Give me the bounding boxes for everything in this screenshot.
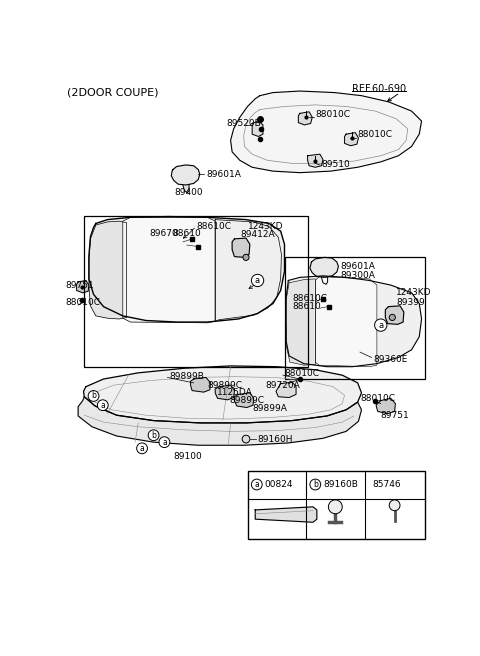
Circle shape [148, 430, 159, 441]
Polygon shape [215, 385, 234, 400]
Circle shape [389, 314, 396, 321]
Text: 00824: 00824 [264, 480, 293, 489]
Text: 89601A: 89601A [340, 262, 375, 271]
Text: 89520B: 89520B [227, 119, 262, 128]
Text: 88010C: 88010C [358, 130, 393, 138]
Text: 89601A: 89601A [206, 170, 241, 178]
Text: 1243KD: 1243KD [248, 222, 284, 231]
Polygon shape [215, 220, 281, 321]
Circle shape [389, 500, 400, 510]
Text: 1243KD: 1243KD [396, 288, 432, 297]
Polygon shape [255, 507, 317, 522]
Bar [248, 472, 425, 539]
Text: 88610: 88610 [292, 302, 321, 311]
Circle shape [374, 319, 387, 331]
Text: 89300A: 89300A [340, 272, 375, 280]
Text: 88010C: 88010C [360, 394, 395, 403]
Text: a: a [254, 480, 259, 489]
Text: a: a [162, 438, 167, 447]
Text: 89360E: 89360E [373, 356, 408, 364]
Circle shape [328, 500, 342, 514]
Polygon shape [310, 257, 338, 277]
Text: 89899C: 89899C [207, 380, 242, 390]
Polygon shape [276, 382, 296, 398]
Text: a: a [255, 276, 260, 285]
Text: b: b [313, 480, 318, 489]
Circle shape [88, 390, 99, 401]
Polygon shape [232, 238, 250, 257]
Polygon shape [308, 154, 323, 167]
Text: 89670: 89670 [150, 229, 179, 238]
Circle shape [243, 255, 249, 260]
Circle shape [137, 443, 147, 454]
Text: 89751: 89751 [65, 281, 94, 289]
Polygon shape [78, 397, 361, 445]
Polygon shape [234, 393, 254, 407]
Polygon shape [376, 398, 396, 414]
Text: 85746: 85746 [372, 480, 401, 489]
Circle shape [252, 479, 262, 490]
Polygon shape [183, 185, 189, 193]
Polygon shape [252, 121, 263, 136]
Text: 89160B: 89160B [323, 480, 358, 489]
Text: 88610C: 88610C [292, 295, 327, 304]
Polygon shape [230, 91, 421, 173]
Text: 88610: 88610 [173, 229, 202, 238]
Text: 89412A: 89412A [240, 230, 275, 239]
Circle shape [97, 400, 108, 411]
Polygon shape [322, 277, 328, 284]
Polygon shape [84, 366, 361, 423]
Polygon shape [345, 133, 359, 146]
Polygon shape [315, 277, 377, 367]
Text: 88010C: 88010C [285, 369, 320, 378]
Text: 89751: 89751 [380, 411, 409, 420]
Text: 1125DA: 1125DA [217, 388, 252, 398]
Polygon shape [286, 279, 315, 365]
Polygon shape [299, 112, 312, 125]
Circle shape [159, 437, 170, 447]
Text: 88010C: 88010C [65, 298, 100, 306]
Text: 89399: 89399 [396, 298, 425, 306]
Text: 89400: 89400 [174, 188, 203, 197]
Text: 88610C: 88610C [196, 222, 231, 231]
Polygon shape [191, 377, 211, 392]
Polygon shape [77, 281, 89, 293]
Circle shape [242, 435, 250, 443]
Circle shape [310, 479, 321, 490]
Text: 89899B: 89899B [169, 372, 204, 381]
Text: (2DOOR COUPE): (2DOOR COUPE) [67, 88, 159, 98]
Text: a: a [100, 401, 105, 410]
Text: a: a [378, 321, 384, 329]
Text: 88010C: 88010C [315, 110, 350, 119]
Text: b: b [151, 431, 156, 440]
Bar [84, 216, 308, 367]
Polygon shape [385, 306, 404, 324]
Bar [285, 257, 425, 379]
Polygon shape [123, 217, 215, 323]
Text: b: b [91, 392, 96, 400]
Text: REF.60-690: REF.60-690 [352, 85, 407, 94]
Polygon shape [286, 276, 421, 367]
Text: 89510: 89510 [322, 161, 350, 169]
Text: 89899C: 89899C [229, 396, 264, 405]
Polygon shape [171, 165, 200, 185]
Text: 89899A: 89899A [252, 404, 287, 413]
Text: a: a [140, 444, 144, 453]
Circle shape [252, 274, 264, 287]
Polygon shape [89, 216, 285, 322]
Text: 89160H: 89160H [258, 434, 293, 443]
Polygon shape [89, 221, 127, 319]
Text: 89720A: 89720A [265, 380, 300, 390]
Text: 89100: 89100 [174, 451, 203, 461]
